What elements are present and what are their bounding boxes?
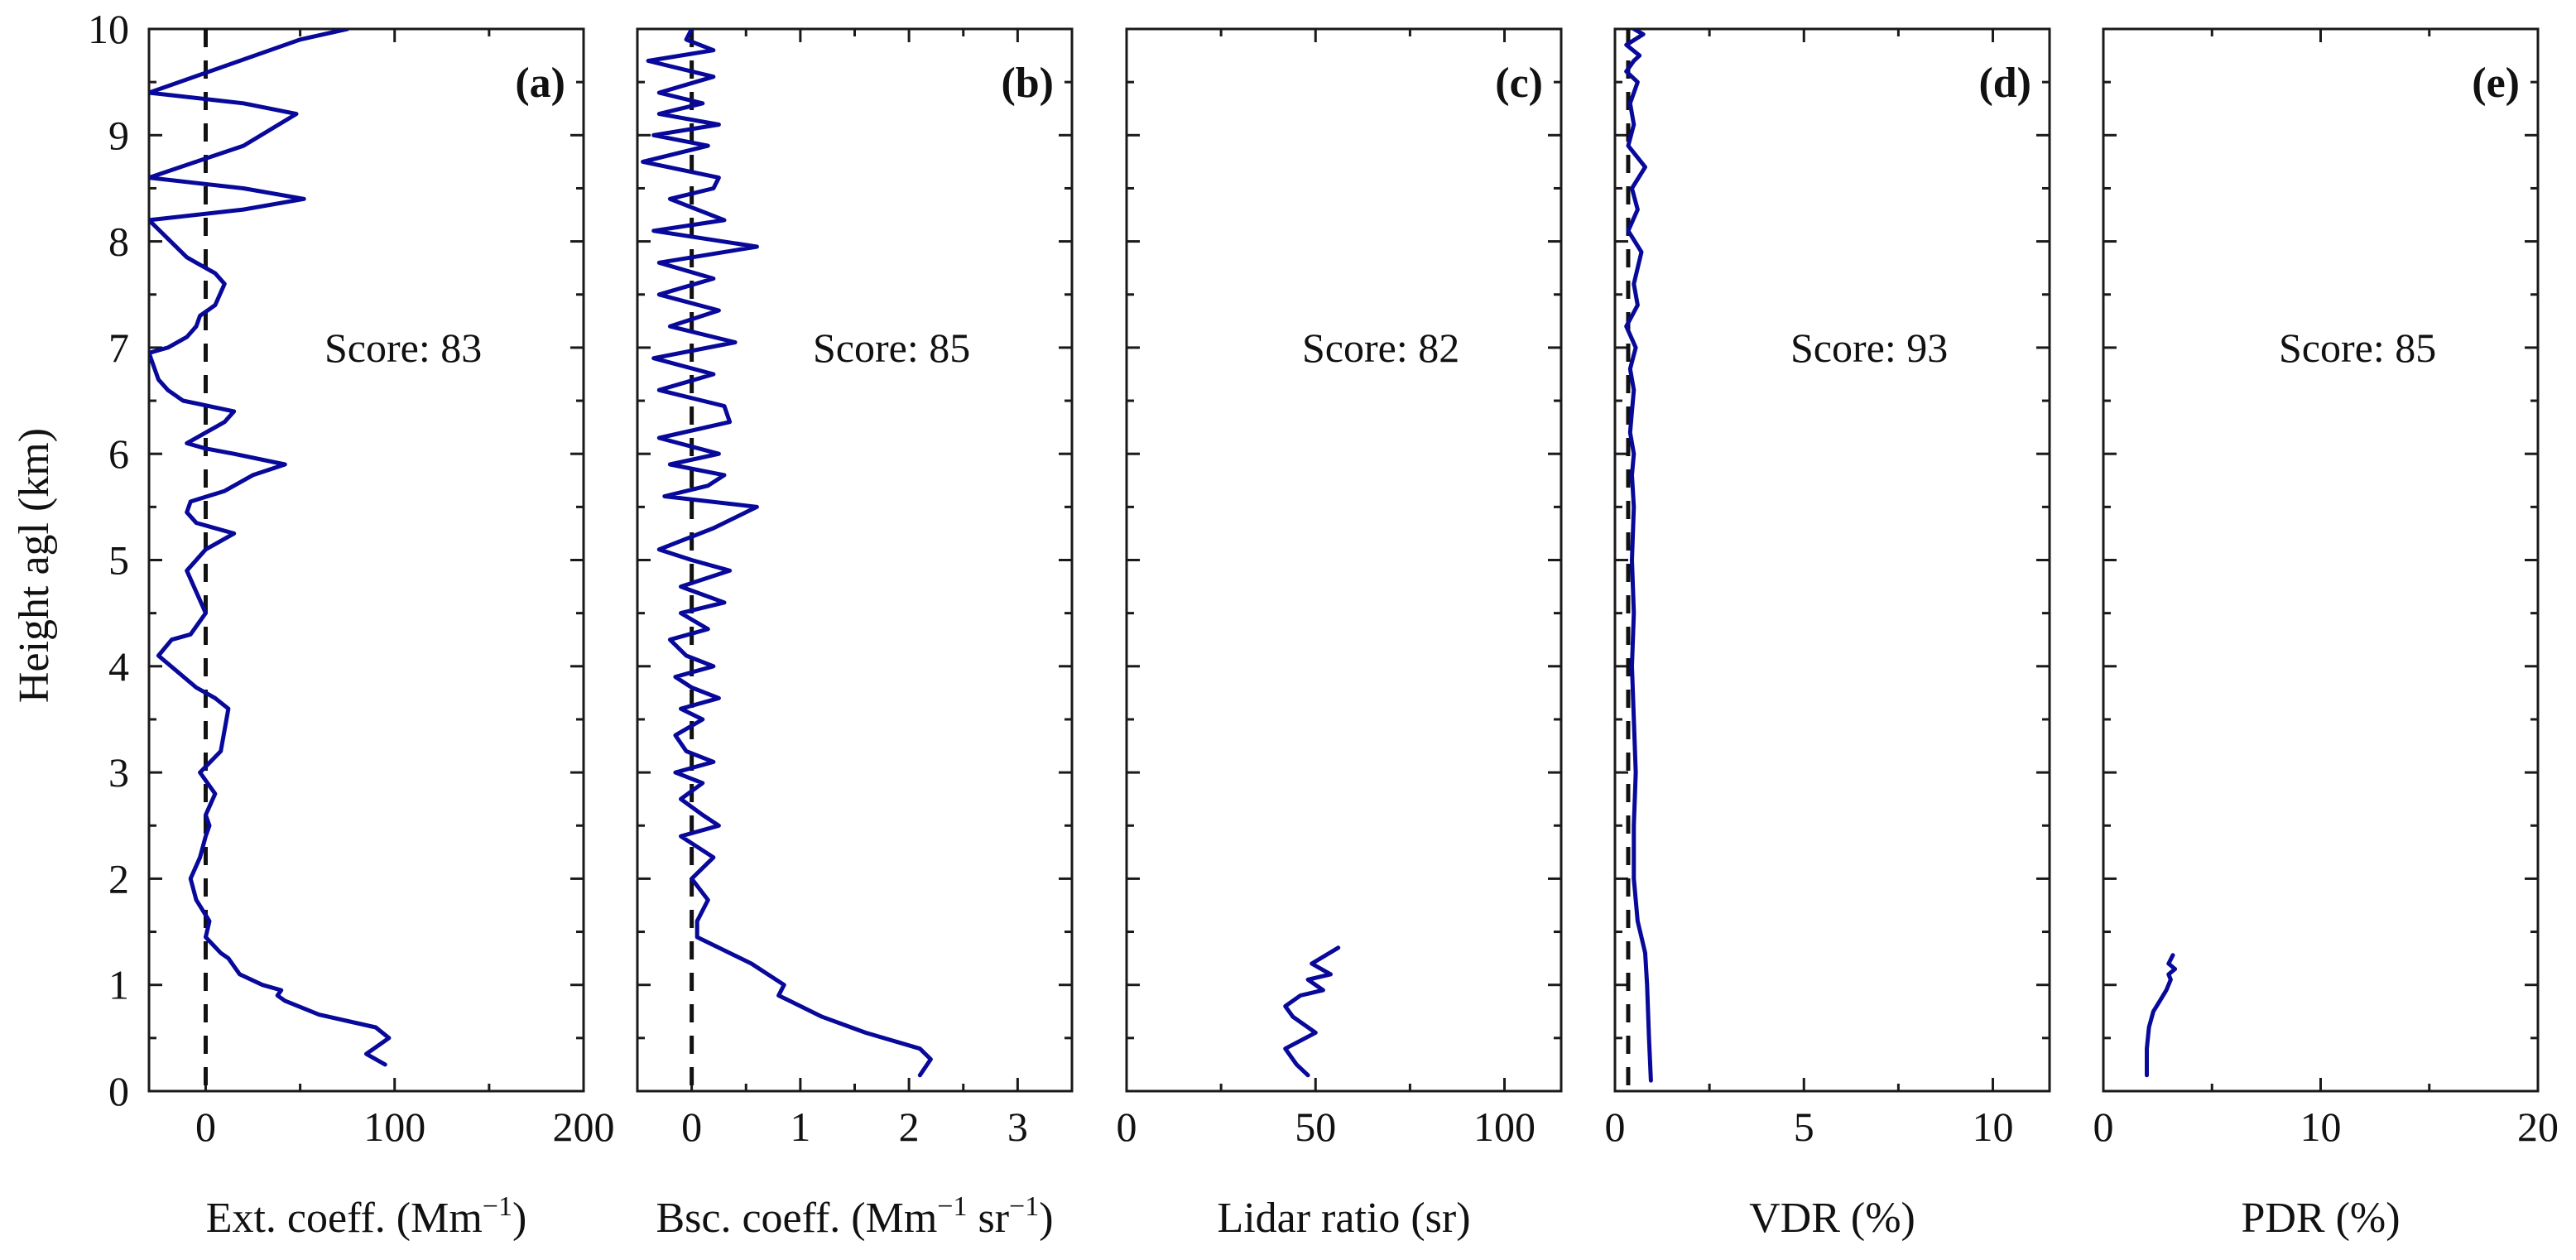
score-label: Score: 82 xyxy=(1302,325,1459,371)
score-label: Score: 85 xyxy=(813,325,970,371)
plot-frame xyxy=(1125,27,1563,1093)
x-axis-title-part: VDR (%) xyxy=(1749,1195,1915,1242)
panel-letter: (a) xyxy=(515,60,565,107)
profile-line xyxy=(1624,29,1653,1083)
x-axis-title: Lidar ratio (sr) xyxy=(1217,1195,1470,1242)
y-tick-label: 7 xyxy=(108,325,129,371)
x-tick-label: 100 xyxy=(1473,1104,1536,1150)
x-tick-label: 3 xyxy=(1007,1104,1028,1150)
x-axis-title-part: sr xyxy=(967,1195,1009,1242)
y-tick-label: 2 xyxy=(108,855,129,902)
x-tick-label: 200 xyxy=(553,1104,615,1150)
plot-frame xyxy=(147,27,585,1093)
y-tick-label: 6 xyxy=(108,430,129,477)
x-tick-label: 5 xyxy=(1794,1104,1814,1150)
plot-frame xyxy=(2102,27,2540,1093)
panel-letter: (d) xyxy=(1978,60,2031,107)
score-label: Score: 83 xyxy=(324,325,482,371)
score-label: Score: 93 xyxy=(1790,325,1948,371)
profile-line xyxy=(2145,953,2178,1078)
panel-letter: (b) xyxy=(1001,60,1054,107)
profile-line xyxy=(641,29,933,1078)
x-tick-label: 0 xyxy=(681,1104,702,1150)
x-tick-label: 50 xyxy=(1295,1104,1336,1150)
x-axis-title-part: ) xyxy=(512,1195,526,1242)
x-axis-title-part: ) xyxy=(1039,1195,1053,1242)
y-tick-label: 10 xyxy=(88,6,129,52)
x-tick-label: 0 xyxy=(2093,1104,2114,1150)
y-tick-label: 8 xyxy=(108,219,129,265)
x-tick-label: 20 xyxy=(2517,1104,2559,1150)
y-tick-label: 1 xyxy=(108,962,129,1008)
x-axis-title-part: Ext. coeff. (Mm xyxy=(206,1195,483,1242)
x-axis-title: VDR (%) xyxy=(1749,1195,1915,1242)
panel-letter: (e) xyxy=(2472,60,2520,107)
plot-frame xyxy=(636,27,1074,1093)
x-axis-title-part: Bsc. coeff. (Mm xyxy=(656,1195,937,1242)
y-tick-label: 3 xyxy=(108,749,129,796)
x-axis-title: PDR (%) xyxy=(2241,1195,2400,1242)
x-axis-title-superscript: −1 xyxy=(1009,1191,1039,1222)
x-tick-label: 2 xyxy=(899,1104,920,1150)
y-axis-title: Height agl (km) xyxy=(11,428,58,703)
x-axis-title-superscript: −1 xyxy=(937,1191,967,1222)
profile-line xyxy=(149,29,392,1067)
y-tick-label: 9 xyxy=(108,112,129,158)
profile-line xyxy=(1283,945,1341,1078)
x-axis-title: Bsc. coeff. (Mm−1 sr−1) xyxy=(656,1191,1053,1242)
score-label: Score: 85 xyxy=(2279,325,2436,371)
x-tick-label: 0 xyxy=(1605,1104,1626,1150)
x-tick-label: 100 xyxy=(363,1104,425,1150)
x-axis-title: Ext. coeff. (Mm−1) xyxy=(206,1191,527,1242)
x-tick-label: 0 xyxy=(195,1104,216,1150)
panel-e: 0 10 20 PDR (%) (e) Score: 85 xyxy=(2093,27,2559,1242)
panel-d: 0 5 10 VDR (%) (d) Score: 93 xyxy=(1605,27,2051,1242)
plot-frame xyxy=(1613,27,2051,1093)
x-axis-title-part: PDR (%) xyxy=(2241,1195,2400,1242)
x-tick-label: 1 xyxy=(790,1104,810,1150)
panel-a: 0 100 200 Ext. coeff. (Mm−1) (a) Score: 83 xyxy=(147,27,615,1242)
x-axis-title-part: Lidar ratio (sr) xyxy=(1217,1195,1470,1242)
x-axis-title-superscript: −1 xyxy=(483,1191,512,1222)
y-tick-labels: 0 1 2 3 4 5 6 7 8 9 10 xyxy=(88,6,129,1114)
y-tick-label: 0 xyxy=(108,1068,129,1114)
y-tick-label: 4 xyxy=(108,643,129,690)
panel-letter: (c) xyxy=(1495,60,1543,107)
y-tick-label: 5 xyxy=(108,537,129,584)
x-tick-label: 0 xyxy=(1117,1104,1137,1150)
x-tick-label: 10 xyxy=(2300,1104,2342,1150)
x-tick-label: 10 xyxy=(1973,1104,2014,1150)
